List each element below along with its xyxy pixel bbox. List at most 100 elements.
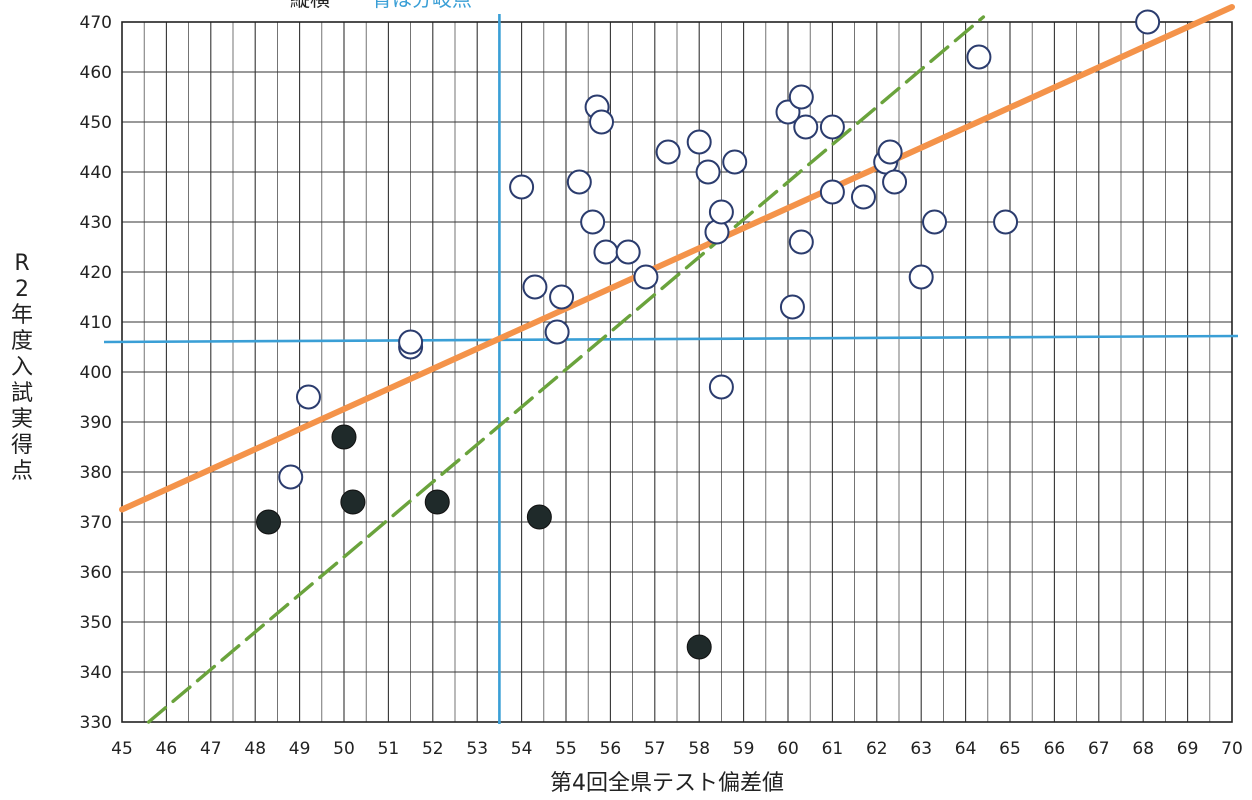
data-point-open — [593, 239, 619, 265]
data-point-open — [882, 169, 908, 195]
x-tick-label: 64 — [955, 739, 977, 759]
x-tick-label: 57 — [644, 739, 666, 759]
trend-line-orange — [119, 4, 1235, 513]
data-point-open — [819, 114, 845, 140]
y-axis-title-char: 度 — [11, 329, 33, 354]
x-tick-label: 51 — [378, 739, 400, 759]
x-tick-label: 60 — [777, 739, 799, 759]
data-point-filled — [686, 634, 712, 660]
y-tick-label: 410 — [80, 313, 112, 333]
trend-lines — [119, 4, 1235, 724]
x-tick-label: 55 — [555, 739, 577, 759]
y-axis-title-char: 得 — [11, 433, 33, 458]
y-tick-label: 470 — [80, 13, 112, 33]
data-point-open — [793, 114, 819, 140]
y-tick-label: 450 — [80, 113, 112, 133]
y-tick-labels: 330 340 350 360 370 380 390 400 410 420 430 440 450 4… — [80, 13, 112, 733]
y-tick-label: 330 — [80, 713, 112, 733]
data-point-filled — [340, 489, 366, 515]
data-point-open — [695, 159, 721, 185]
data-point-open — [708, 374, 734, 400]
trend-line-green-dashed — [146, 15, 986, 724]
y-tick-label: 460 — [80, 63, 112, 83]
y-axis-title-char: R — [14, 251, 29, 276]
data-point-open — [398, 329, 424, 355]
data-point-filled — [331, 424, 357, 450]
x-axis-title: 第4回全県テスト偏差値 — [550, 771, 784, 796]
data-point-open — [615, 239, 641, 265]
x-tick-label: 69 — [1177, 739, 1199, 759]
x-tick-label: 46 — [156, 739, 178, 759]
y-tick-label: 340 — [80, 663, 112, 683]
branch-lines — [103, 14, 1239, 724]
x-tick-label: 67 — [1088, 739, 1110, 759]
y-tick-label: 440 — [80, 163, 112, 183]
data-point-open — [877, 139, 903, 165]
data-point-open — [566, 169, 592, 195]
y-axis-title-char: 点 — [11, 459, 33, 484]
data-point-open — [850, 184, 876, 210]
data-points — [256, 9, 1161, 660]
y-tick-label: 430 — [80, 213, 112, 233]
data-point-open — [295, 384, 321, 410]
data-point-open — [779, 294, 805, 320]
branch-line-horizontal — [103, 334, 1239, 344]
top-note-prefix: 縦横 — [290, 0, 330, 11]
x-tick-label: 56 — [600, 739, 622, 759]
x-tick-label: 59 — [733, 739, 755, 759]
y-axis-title-char: 入 — [11, 355, 33, 380]
data-point-open — [1135, 9, 1161, 35]
x-tick-labels: 45 46 47 48 49 50 51 52 53 54 55 56 57 58 59 60 61 62 63 64… — [111, 739, 1243, 759]
x-tick-label: 65 — [999, 739, 1021, 759]
data-point-open — [788, 229, 814, 255]
data-point-open — [993, 209, 1019, 235]
y-tick-label: 420 — [80, 263, 112, 283]
top-note-text: 青は分岐点 — [372, 0, 472, 11]
data-point-filled — [256, 509, 282, 535]
data-point-open — [708, 199, 734, 225]
x-tick-label: 47 — [200, 739, 222, 759]
y-tick-label: 360 — [80, 563, 112, 583]
x-tick-label: 49 — [289, 739, 311, 759]
data-point-open — [819, 179, 845, 205]
x-tick-label: 48 — [244, 739, 266, 759]
data-point-open — [549, 284, 575, 310]
y-axis-title-char: 2 — [15, 277, 29, 302]
x-tick-label: 66 — [1044, 739, 1066, 759]
x-tick-label: 70 — [1221, 739, 1243, 759]
x-tick-label: 54 — [511, 739, 533, 759]
x-tick-label: 50 — [333, 739, 355, 759]
x-tick-label: 52 — [422, 739, 444, 759]
y-tick-label: 350 — [80, 613, 112, 633]
data-point-open — [922, 209, 948, 235]
y-axis-title-char: 年 — [11, 303, 33, 328]
y-tick-label: 400 — [80, 363, 112, 383]
x-tick-label: 68 — [1132, 739, 1154, 759]
data-point-open — [966, 44, 992, 70]
grid-major-lines — [122, 22, 1232, 722]
plot-frame — [121, 21, 1233, 723]
y-tick-label: 380 — [80, 463, 112, 483]
data-point-open — [633, 264, 659, 290]
x-tick-label: 62 — [866, 739, 888, 759]
data-point-open — [589, 109, 615, 135]
data-point-open — [655, 139, 681, 165]
x-tick-label: 45 — [111, 739, 133, 759]
x-tick-label: 58 — [688, 739, 710, 759]
data-point-filled — [526, 504, 552, 530]
data-point-filled — [424, 489, 450, 515]
x-tick-label: 53 — [466, 739, 488, 759]
x-tick-label: 63 — [910, 739, 932, 759]
data-point-open — [278, 464, 304, 490]
data-point-open — [788, 84, 814, 110]
y-tick-label: 370 — [80, 513, 112, 533]
x-tick-label: 61 — [822, 739, 844, 759]
y-axis-title-char: 実 — [11, 407, 33, 432]
data-point-open — [544, 319, 570, 345]
data-point-open — [509, 174, 535, 200]
data-point-open — [522, 274, 548, 300]
data-point-open — [686, 129, 712, 155]
data-point-open — [580, 209, 606, 235]
